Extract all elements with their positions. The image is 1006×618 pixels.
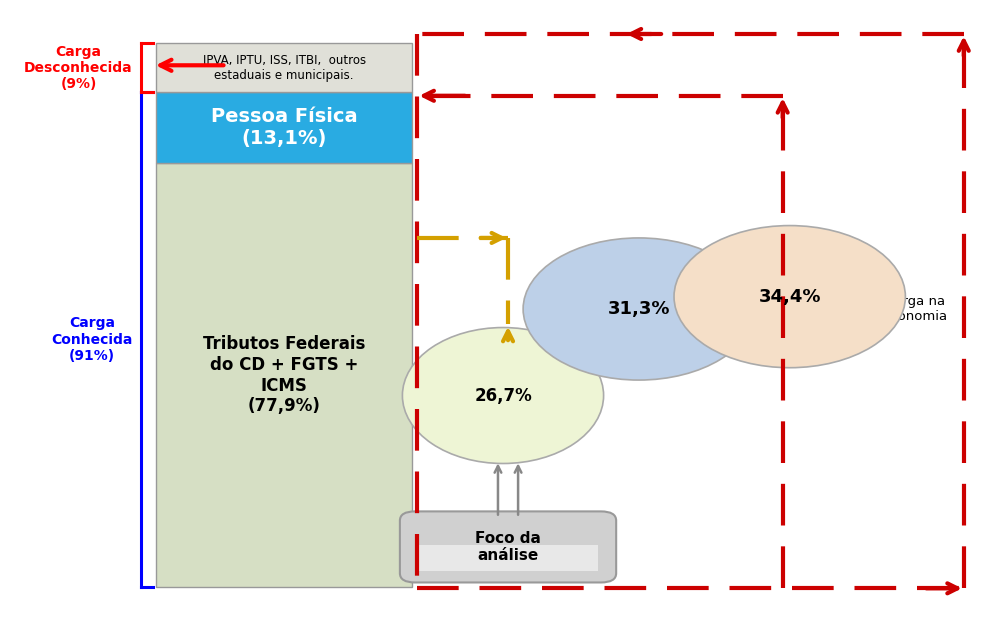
Ellipse shape <box>402 328 604 464</box>
Bar <box>156 92 412 163</box>
Text: Pessoa Física
(13,1%): Pessoa Física (13,1%) <box>211 108 357 148</box>
Bar <box>156 163 412 587</box>
Ellipse shape <box>523 238 754 380</box>
Ellipse shape <box>674 226 905 368</box>
Text: 31,3%: 31,3% <box>608 300 670 318</box>
Text: IPVA, IPTU, ISS, ITBI,  outros
estaduais e municipais.: IPVA, IPTU, ISS, ITBI, outros estaduais … <box>202 54 366 82</box>
Text: Carga na
Economia: Carga na Economia <box>883 295 948 323</box>
Text: 34,4%: 34,4% <box>759 287 821 306</box>
FancyBboxPatch shape <box>399 512 616 582</box>
Text: 26,7%: 26,7% <box>474 386 532 405</box>
FancyBboxPatch shape <box>417 545 598 571</box>
Bar <box>156 43 412 92</box>
Text: Tributos Federais
do CD + FGTS +
ICMS
(77,9%): Tributos Federais do CD + FGTS + ICMS (7… <box>203 335 365 415</box>
Text: Carga
Desconhecida
(9%): Carga Desconhecida (9%) <box>24 44 133 91</box>
Text: Foco da
análise: Foco da análise <box>475 531 541 563</box>
Text: Carga
Conhecida
(91%): Carga Conhecida (91%) <box>51 316 133 363</box>
